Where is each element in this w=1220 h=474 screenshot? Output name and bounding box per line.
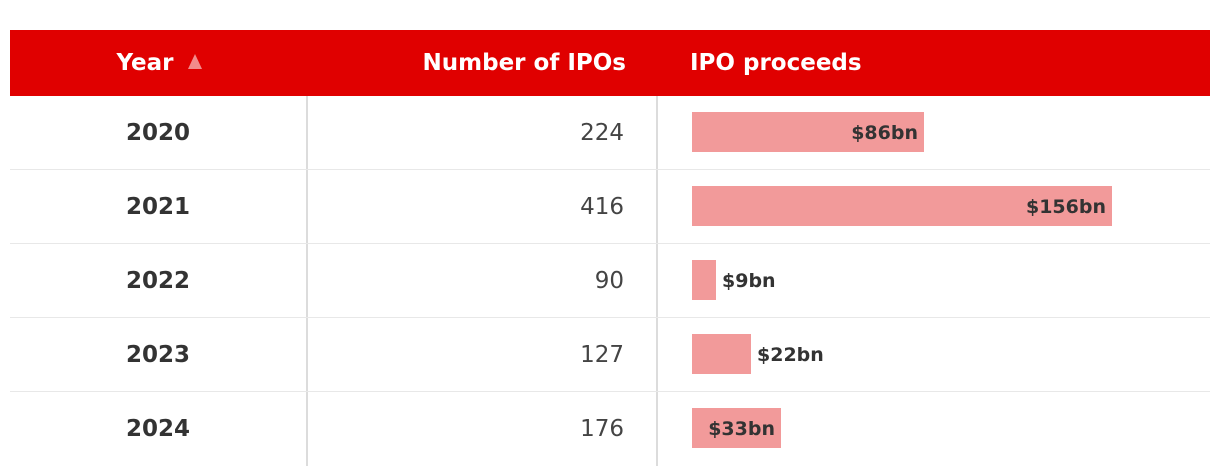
count-cell: 90 xyxy=(308,244,658,317)
table-row: 2023 127 $22bn xyxy=(10,318,1210,392)
table-row: 2021 416 $156bn xyxy=(10,170,1210,244)
year-cell: 2021 xyxy=(10,170,308,243)
proceeds-bar xyxy=(692,408,781,448)
proceeds-cell: $86bn xyxy=(692,96,1192,169)
proceeds-cell: $22bn xyxy=(692,318,1192,391)
table-body: 2020 224 $86bn 2021 416 $156bn 2022 90 $… xyxy=(10,96,1210,466)
year-cell: 2023 xyxy=(10,318,308,391)
table-row: 2024 176 $33bn xyxy=(10,392,1210,466)
ipo-table: Year Number of IPOs IPO proceeds 2020 22… xyxy=(10,30,1210,466)
table-header: Year Number of IPOs IPO proceeds xyxy=(10,30,1210,96)
year-column-header[interactable]: Year xyxy=(10,30,308,96)
proceeds-label: $156bn xyxy=(1025,195,1106,218)
proceeds-bar xyxy=(692,334,751,374)
proceeds-label: $9bn xyxy=(722,269,776,292)
year-header-label: Year xyxy=(116,50,174,76)
proceeds-bar xyxy=(692,260,716,300)
proceeds-label: $33bn xyxy=(708,418,775,440)
count-cell: 176 xyxy=(308,392,658,466)
count-cell: 416 xyxy=(308,170,658,243)
sort-ascending-icon xyxy=(187,53,202,69)
proceeds-label: $86bn xyxy=(851,121,918,144)
count-cell: 127 xyxy=(308,318,658,391)
table-row: 2022 90 $9bn xyxy=(10,244,1210,318)
proceeds-cell: $9bn xyxy=(692,244,1192,317)
year-cell: 2024 xyxy=(10,392,308,466)
proceeds-column-header[interactable]: IPO proceeds xyxy=(690,30,862,96)
count-column-header[interactable]: Number of IPOs xyxy=(310,30,658,96)
proceeds-cell: $156bn xyxy=(692,170,1192,243)
proceeds-bar xyxy=(692,112,924,152)
count-header-label: Number of IPOs xyxy=(422,50,626,76)
proceeds-cell: $33bn xyxy=(692,392,1192,466)
proceeds-bar xyxy=(692,186,1112,226)
count-cell: 224 xyxy=(308,96,658,169)
year-cell: 2020 xyxy=(10,96,308,169)
year-cell: 2022 xyxy=(10,244,308,317)
table-row: 2020 224 $86bn xyxy=(10,96,1210,170)
proceeds-label: $22bn xyxy=(757,343,824,366)
proceeds-header-label: IPO proceeds xyxy=(690,50,862,76)
